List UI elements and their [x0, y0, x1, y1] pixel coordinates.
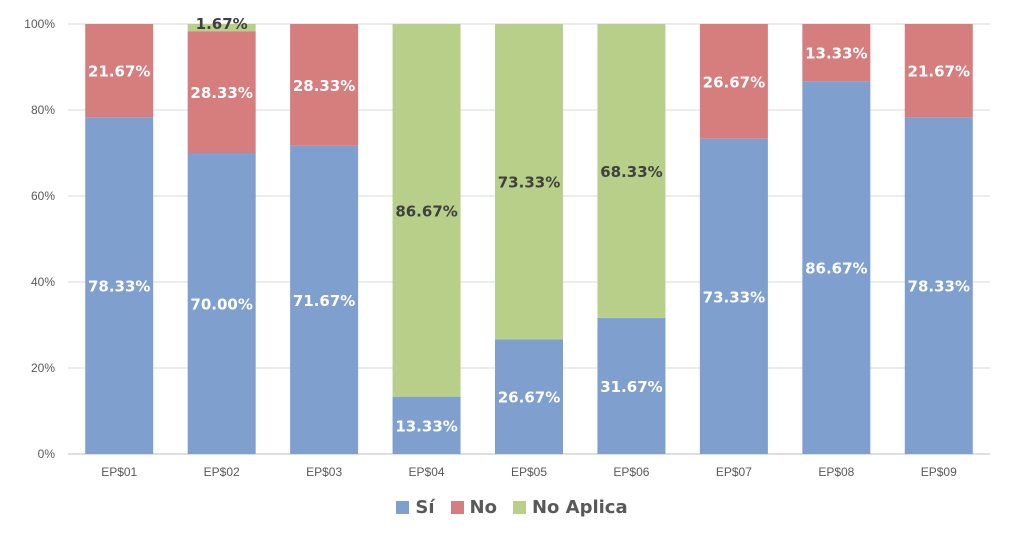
bar-segment-s: [392, 396, 461, 454]
legend-swatch-no-aplica: [512, 500, 526, 514]
data-label: 1.67%: [196, 15, 248, 33]
data-label: 73.33%: [498, 174, 560, 192]
data-labels: 78.33% 21.67% 70.00% 28.33% 1.67% 71.67% 28.33…: [88, 15, 970, 435]
data-label: 13.33%: [805, 45, 867, 63]
legend-label-no: No: [469, 496, 497, 518]
bar-segment-no-aplica: [187, 24, 256, 32]
bar-segment-no: [187, 31, 256, 153]
bar-segment-s: [290, 145, 359, 454]
data-label: 70.00%: [190, 296, 252, 314]
bar-segment-no-aplica: [597, 24, 666, 318]
legend-item-no: No: [450, 496, 497, 518]
y-tick-label: 40%: [31, 275, 55, 289]
data-label: 86.67%: [395, 202, 457, 220]
bar-segment-s: [699, 138, 768, 454]
bar-segment-no: [802, 24, 871, 82]
y-tick-label: 0%: [38, 447, 56, 461]
y-tick-label: 100%: [24, 17, 55, 31]
bar-segment-s: [597, 317, 666, 454]
bar-segment-s: [802, 81, 871, 454]
bar-segment-no: [290, 24, 359, 146]
legend-swatch-si: [396, 500, 410, 514]
y-axis: 0% 20% 40% 60% 80% 100%: [24, 17, 55, 461]
data-label: 71.67%: [293, 292, 355, 310]
bar-segment-no-aplica: [495, 24, 563, 340]
legend-label-no-aplica: No Aplica: [531, 496, 628, 518]
x-tick-label: EP$05: [511, 465, 547, 479]
legend-item-no-aplica: No Aplica: [512, 496, 628, 518]
bars: [85, 24, 973, 454]
data-label: 28.33%: [293, 77, 355, 95]
x-tick-label: EP$08: [818, 465, 854, 479]
data-label: 78.33%: [88, 278, 150, 296]
y-tick-label: 60%: [31, 189, 55, 203]
data-label: 28.33%: [190, 84, 252, 102]
legend-item-si: Sí: [396, 496, 435, 518]
bar-segment-s: [187, 153, 256, 454]
data-label: 13.33%: [395, 417, 457, 435]
legend-swatch-no: [450, 500, 464, 514]
bar-segment-s: [904, 117, 973, 454]
bar-segment-no-aplica: [392, 24, 461, 397]
x-tick-label: EP$06: [613, 465, 649, 479]
data-label: 68.33%: [600, 163, 662, 181]
data-label: 73.33%: [703, 288, 765, 306]
bar-segment-s: [85, 117, 154, 454]
data-label: 21.67%: [908, 63, 970, 81]
x-tick-label: EP$09: [921, 465, 957, 479]
x-tick-label: EP$04: [409, 465, 445, 479]
data-label: 26.67%: [703, 73, 765, 91]
data-label: 78.33%: [908, 278, 970, 296]
y-tick-label: 20%: [31, 361, 55, 375]
bar-segment-no: [904, 24, 973, 118]
x-tick-label: EP$07: [716, 465, 752, 479]
x-tick-label: EP$02: [204, 465, 240, 479]
bar-segment-no: [85, 24, 154, 118]
data-label: 21.67%: [88, 63, 150, 81]
data-label: 86.67%: [805, 260, 867, 278]
data-label: 31.67%: [600, 378, 662, 396]
legend-label-si: Sí: [415, 496, 435, 518]
legend: Sí No No Aplica: [0, 494, 1024, 520]
bar-segment-s: [495, 339, 563, 454]
x-tick-label: EP$03: [306, 465, 342, 479]
x-tick-label: EP$01: [101, 465, 137, 479]
y-tick-label: 80%: [31, 103, 55, 117]
x-axis: EP$01 EP$02 EP$03 EP$04 EP$05 EP$06 EP$07 EP$08…: [101, 465, 957, 479]
bar-segment-no: [699, 24, 768, 139]
data-label: 26.67%: [498, 389, 560, 407]
